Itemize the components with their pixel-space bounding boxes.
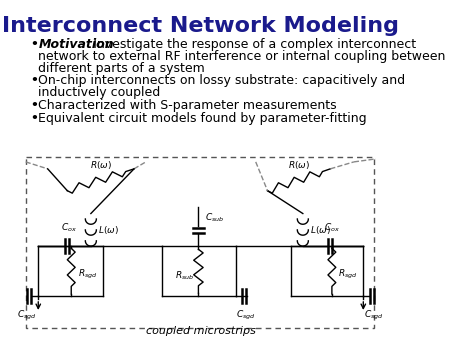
Text: $C_{sgd}$: $C_{sgd}$ <box>364 309 383 322</box>
Text: network to external RF interference or internal coupling between: network to external RF interference or i… <box>38 50 446 63</box>
Text: Interconnect Network Modeling: Interconnect Network Modeling <box>2 16 399 36</box>
Text: $R(\omega)$: $R(\omega)$ <box>288 159 310 171</box>
Text: $C_{ox}$: $C_{ox}$ <box>61 222 77 234</box>
Text: Motivation: Motivation <box>38 38 114 51</box>
Text: $L(\omega)$: $L(\omega)$ <box>98 224 119 236</box>
Text: Equivalent circuit models found by parameter-fitting: Equivalent circuit models found by param… <box>38 112 367 125</box>
Text: $R(\omega)$: $R(\omega)$ <box>90 159 112 171</box>
Text: $R_{sgd}$: $R_{sgd}$ <box>338 268 358 281</box>
Text: $R_{sgd}$: $R_{sgd}$ <box>77 268 97 281</box>
Text: coupled microstrips: coupled microstrips <box>146 326 256 336</box>
Text: $C_{ox}$: $C_{ox}$ <box>324 222 340 234</box>
Text: Characterized with S-parameter measurements: Characterized with S-parameter measureme… <box>38 99 337 112</box>
Text: inductively coupled: inductively coupled <box>38 87 161 99</box>
Text: $L(\omega)$: $L(\omega)$ <box>310 224 331 236</box>
Text: •: • <box>31 112 38 125</box>
Text: •: • <box>31 74 38 88</box>
Text: :  Investigate the response of a complex interconnect: : Investigate the response of a complex … <box>81 38 416 51</box>
Text: $C_{sub}$: $C_{sub}$ <box>205 212 224 224</box>
Text: $C_{sgd}$: $C_{sgd}$ <box>18 309 37 322</box>
Text: •: • <box>31 99 38 112</box>
Text: $R_{sub}$: $R_{sub}$ <box>175 270 194 282</box>
Text: •: • <box>31 38 38 51</box>
Text: On-chip interconnects on lossy substrate: capacitively and: On-chip interconnects on lossy substrate… <box>38 74 405 88</box>
Text: $C_{sgd}$: $C_{sgd}$ <box>236 309 255 322</box>
Text: different parts of a system: different parts of a system <box>38 62 205 75</box>
